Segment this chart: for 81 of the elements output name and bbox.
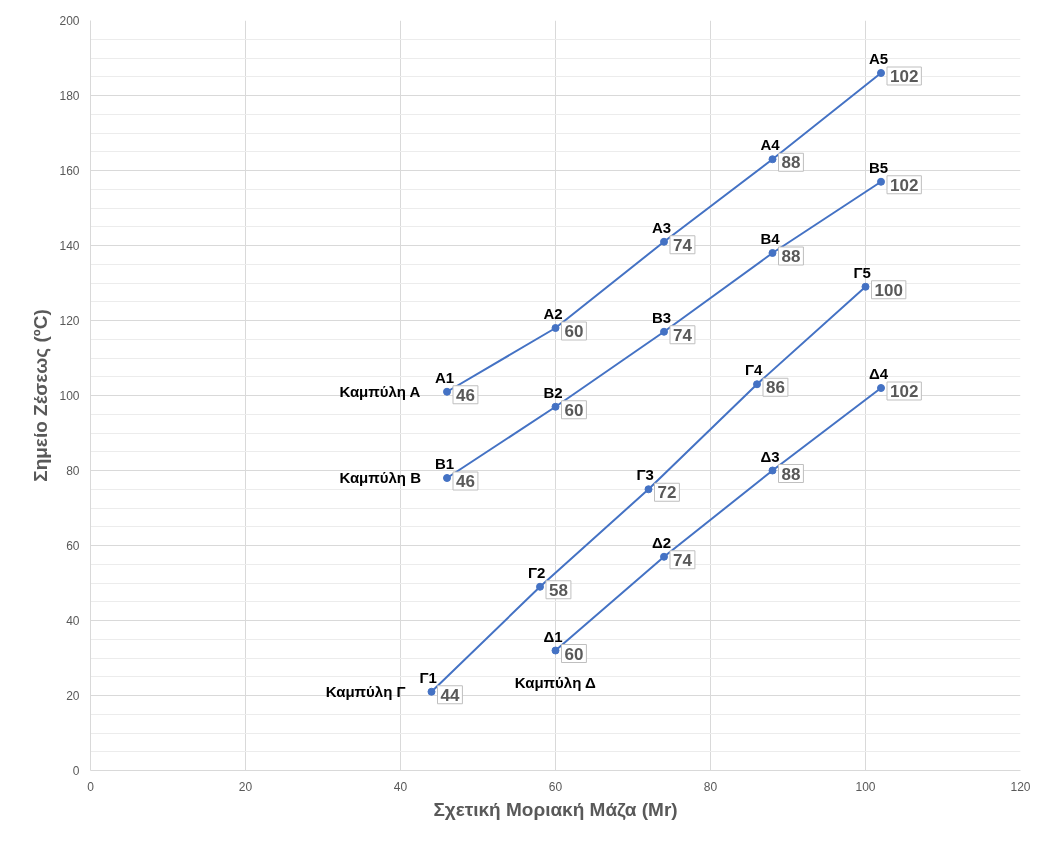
point [443,387,451,396]
x-axis-title: Σχετική Μοριακή Μάζα (Mr) [433,798,678,821]
point [877,69,885,77]
x-tick-label: 0 [87,779,95,794]
annotation: 88 [781,247,801,266]
annotation: 102 [890,67,919,86]
point [551,324,560,332]
point [768,155,777,164]
y-tick-label: 180 [59,89,80,103]
series-label: Καμπύλη Δ [514,673,596,691]
point [768,249,777,257]
annotation: 74 [673,325,693,345]
x-tick-label: 20 [238,779,253,794]
x-tick-label: 60 [548,779,563,794]
annotation: Α2 [543,305,563,322]
annotation: 72 [657,483,677,503]
annotation: Α1 [435,368,455,386]
annotation: 60 [564,644,584,664]
annotation: Β1 [435,455,455,472]
annotation: 46 [456,472,475,491]
annotation: 102 [890,175,919,195]
point [551,402,560,411]
x-tick-label: 40 [393,779,408,794]
y-tick-label: 60 [66,539,80,553]
annotation: 102 [890,382,919,401]
y-tick-label: 160 [59,164,80,178]
annotation: 100 [874,280,903,300]
annotation: Β2 [543,383,563,401]
point [660,327,668,336]
annotation: Δ4 [869,365,889,382]
point [660,552,668,561]
series-label: Καμπύλη Β [339,469,422,486]
point [753,380,761,389]
annotation: 88 [781,153,801,173]
point [536,582,544,591]
annotation: Α3 [652,218,672,236]
annotation: Δ1 [543,627,563,645]
annotation: 60 [564,400,584,420]
annotation: 88 [781,464,801,484]
annotation: Β5 [869,158,889,176]
y-tick-label: 40 [66,614,80,628]
y-tick-label: 100 [59,389,80,403]
point [861,282,870,291]
point [660,237,668,246]
annotation: Β4 [760,230,781,247]
y-tick-label: 120 [59,314,80,328]
annotation: Δ2 [652,533,672,551]
annotation: Δ3 [760,447,780,465]
point [551,646,560,655]
x-tick-label: 100 [855,779,876,794]
point [768,466,777,475]
point [443,474,451,482]
series-label: Καμπύλη Γ [325,682,406,700]
series-label: Καμπύλη Α [339,382,421,400]
annotation: 44 [440,685,460,705]
annotation: 74 [673,550,693,570]
annotation: Β3 [652,308,672,326]
y-tick-label: 140 [59,239,80,253]
annotation: Α5 [869,50,889,67]
y-tick-label: 0 [72,764,80,778]
point [877,384,885,392]
annotation: 60 [564,322,584,341]
annotation: Γ5 [853,263,871,281]
x-tick-label: 80 [703,779,718,794]
annotation: 74 [673,235,693,255]
y-axis-title: Σημείο Ζέσεως (ºC) [30,309,52,482]
annotation: Γ3 [636,466,654,484]
point [877,177,885,186]
y-tick-label: 80 [66,464,80,478]
annotation: Γ2 [528,563,546,581]
annotation: Γ4 [745,361,764,379]
point [427,687,436,696]
point [644,485,653,494]
annotation: 86 [766,378,785,398]
annotation: Γ1 [419,668,437,686]
y-tick-label: 20 [66,689,80,703]
y-tick-label: 200 [59,14,80,28]
x-tick-label: 120 [1010,779,1031,794]
annotation: 58 [549,580,568,600]
annotation: Α4 [760,136,781,154]
annotation: 46 [456,385,475,405]
